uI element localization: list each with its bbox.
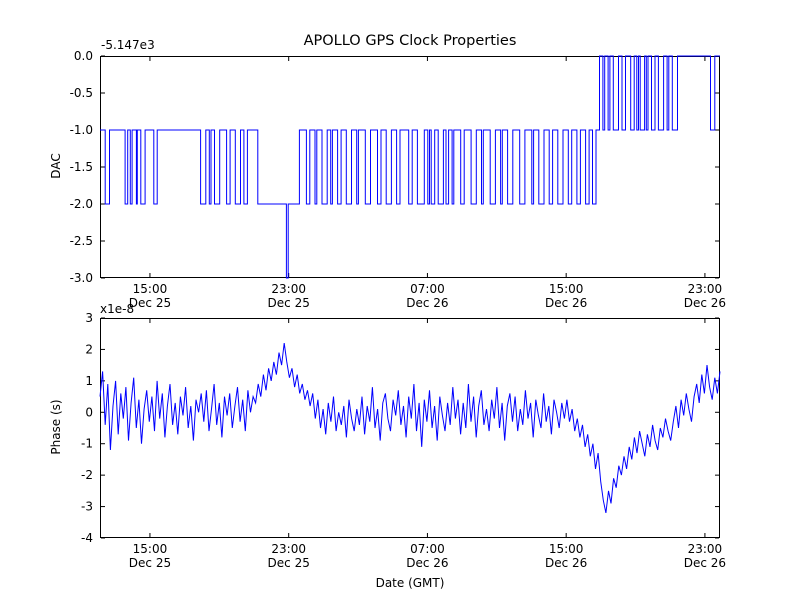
x-tick-label-date: Dec 25 [268,296,310,310]
phase-line [99,343,721,514]
phase-y-axis-label: Phase (s) [49,399,63,455]
y-tick-label: -2.0 [70,197,93,211]
y-tick-label: -1.5 [70,160,93,174]
x-axis-label: Date (GMT) [375,576,445,590]
axes-frame [100,56,720,278]
y-tick-label: -3.0 [70,271,93,285]
y-tick-label: 0.0 [74,49,93,63]
phase-axis-scale-label: x1e-8 [100,302,135,316]
x-tick-label-time: 23:00 [688,542,723,556]
x-tick-label-time: 23:00 [688,282,723,296]
x-tick-label-time: 15:00 [133,282,168,296]
y-tick-label: -1.0 [70,123,93,137]
axes-frame [100,318,720,538]
x-tick-label-time: 07:00 [410,542,445,556]
x-tick-label-date: Dec 26 [406,556,448,570]
y-tick-label: -4 [81,531,93,545]
x-tick-label-time: 23:00 [271,542,306,556]
y-tick-label: 3 [85,311,93,325]
dac-axis-offset-label: -5.147e3 [101,38,155,52]
y-tick-label: 1 [85,374,93,388]
x-tick-label-date: Dec 25 [129,296,171,310]
x-tick-label-date: Dec 25 [268,556,310,570]
x-tick-label-time: 07:00 [410,282,445,296]
y-tick-label: 2 [85,342,93,356]
x-tick-label-date: Dec 26 [684,296,726,310]
x-tick-label-date: Dec 26 [545,296,587,310]
x-tick-label-time: 15:00 [549,542,584,556]
y-tick-label: -0.5 [70,86,93,100]
y-tick-label: -3 [81,500,93,514]
chart-title: APOLLO GPS Clock Properties [303,33,517,49]
x-tick-label-time: 23:00 [271,282,306,296]
y-tick-label: -1 [81,437,93,451]
dac-y-axis-label: DAC [49,153,63,179]
x-tick-label-date: Dec 26 [684,556,726,570]
y-tick-label: 0 [85,405,93,419]
x-tick-label-date: Dec 25 [129,556,171,570]
y-tick-label: -2.5 [70,234,93,248]
x-tick-label-time: 15:00 [133,542,168,556]
x-tick-label-date: Dec 26 [406,296,448,310]
x-tick-label-date: Dec 26 [545,556,587,570]
x-tick-label-time: 15:00 [549,282,584,296]
dac-line [100,55,720,279]
y-tick-label: -2 [81,468,93,482]
